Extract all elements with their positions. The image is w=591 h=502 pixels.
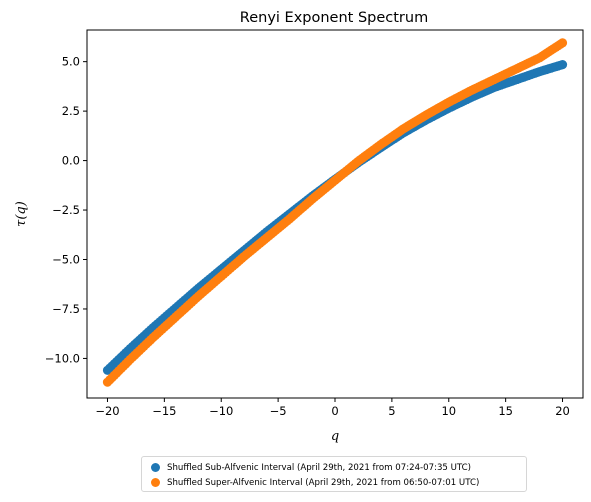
x-tick-label: −10 bbox=[209, 404, 233, 418]
x-tick-label: −15 bbox=[152, 404, 176, 418]
x-tick-label: 10 bbox=[441, 404, 456, 418]
y-tick-label: −5.0 bbox=[52, 253, 80, 267]
x-tick-label: 15 bbox=[498, 404, 513, 418]
series-1 bbox=[102, 38, 568, 387]
y-axis-label: τ(q) bbox=[14, 201, 29, 227]
data-point bbox=[557, 38, 568, 48]
x-tick-label: −20 bbox=[95, 404, 119, 418]
chart-title: Renyi Exponent Spectrum bbox=[240, 10, 428, 26]
legend-marker-super-alfvenic bbox=[151, 478, 160, 487]
y-axis-ticks: −10.0 −7.5 −5.0 −2.5 0.0 2.5 5.0 bbox=[45, 55, 87, 365]
x-tick-label: −5 bbox=[270, 404, 287, 418]
x-axis-label: q bbox=[331, 429, 339, 444]
plot-area bbox=[102, 38, 568, 387]
x-tick-label: 20 bbox=[555, 404, 570, 418]
legend-item-super-alfvenic: Shuffled Super-Alfvenic Interval (April … bbox=[148, 475, 520, 490]
y-tick-label: 0.0 bbox=[62, 154, 80, 168]
legend-label-super-alfvenic: Shuffled Super-Alfvenic Interval (April … bbox=[167, 477, 480, 488]
legend-marker-sub-alfvenic bbox=[151, 463, 160, 472]
y-tick-label: −2.5 bbox=[52, 203, 80, 217]
x-tick-label: 0 bbox=[331, 404, 338, 418]
legend-item-sub-alfvenic: Shuffled Sub-Alfvenic Interval (April 29… bbox=[148, 460, 520, 475]
x-tick-label: 5 bbox=[388, 404, 395, 418]
series-0 bbox=[102, 60, 568, 375]
y-tick-label: −7.5 bbox=[52, 302, 80, 316]
data-point bbox=[557, 60, 568, 70]
y-tick-label: 5.0 bbox=[62, 55, 80, 69]
legend: Shuffled Sub-Alfvenic Interval (April 29… bbox=[141, 456, 527, 492]
legend-label-sub-alfvenic: Shuffled Sub-Alfvenic Interval (April 29… bbox=[167, 462, 472, 473]
x-axis-ticks: −20 −15 −10 −5 0 5 10 15 20 bbox=[95, 398, 570, 418]
y-tick-label: 2.5 bbox=[62, 104, 80, 118]
y-tick-label: −10.0 bbox=[45, 351, 80, 365]
